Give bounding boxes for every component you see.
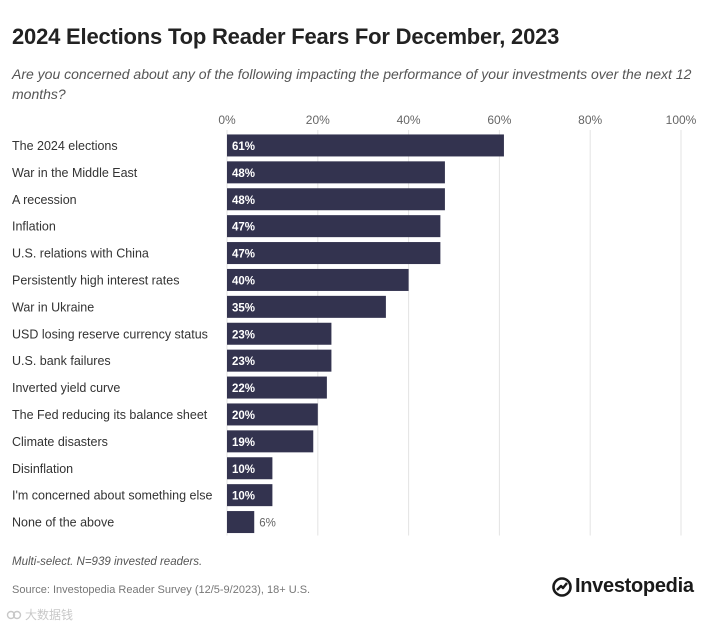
data-label: 61% (232, 141, 255, 153)
category-label: I'm concerned about something else (12, 489, 212, 503)
data-label: 40% (232, 275, 255, 287)
data-label: 48% (232, 195, 255, 207)
bar (227, 457, 273, 480)
x-tick-label: 20% (306, 113, 330, 127)
data-label: 10% (232, 464, 255, 476)
bar-chart: 0% 20% 40% 60% 80% 100% The 2024 elections 61% W… (12, 113, 697, 536)
category-label: U.S. relations with China (12, 247, 149, 261)
bar (227, 403, 318, 426)
category-label: The Fed reducing its balance sheet (12, 408, 208, 422)
data-label: 47% (232, 222, 255, 234)
chart-source: Source: Investopedia Reader Survey (12/5… (12, 584, 311, 596)
category-label: Disinflation (12, 462, 73, 476)
bar (227, 430, 314, 453)
data-label: 20% (232, 410, 255, 422)
data-label: 6% (259, 518, 276, 530)
investopedia-logo: Investopedia (552, 575, 694, 598)
bar (227, 134, 504, 157)
data-label: 23% (232, 329, 255, 341)
bar (227, 215, 441, 238)
category-label: War in the Middle East (12, 166, 138, 180)
x-tick-label: 60% (487, 113, 511, 127)
chart-subtitle: Are you concerned about any of the follo… (12, 66, 692, 102)
watermark: 大数据钱 (6, 606, 73, 623)
category-label: USD losing reserve currency status (12, 327, 208, 341)
data-label: 10% (232, 491, 255, 503)
category-label: None of the above (12, 516, 114, 530)
brand-name: Investopedia (575, 575, 694, 597)
chart-title: 2024 Elections Top Reader Fears For Dece… (12, 24, 560, 49)
bar (227, 268, 409, 291)
investopedia-logo-icon (552, 576, 572, 597)
data-label: 23% (232, 356, 255, 368)
category-label: War in Ukraine (12, 300, 94, 314)
data-label: 48% (232, 168, 255, 180)
data-label: 22% (232, 383, 255, 395)
bar (227, 242, 441, 265)
x-tick-label: 100% (666, 113, 697, 127)
bar (227, 161, 445, 184)
x-tick-label: 80% (578, 113, 602, 127)
bar (227, 322, 332, 345)
category-label: Climate disasters (12, 435, 108, 449)
x-tick-label: 0% (218, 113, 236, 127)
category-label: U.S. bank failures (12, 354, 111, 368)
bar (227, 349, 332, 372)
bar (227, 188, 445, 211)
bar (227, 484, 273, 507)
bar (227, 511, 255, 534)
data-label: 19% (232, 437, 255, 449)
category-label: The 2024 elections (12, 139, 118, 153)
bar (227, 295, 386, 318)
watermark-icon (6, 610, 22, 619)
category-label: Persistently high interest rates (12, 273, 179, 287)
watermark-text: 大数据钱 (25, 608, 74, 622)
data-label: 47% (232, 249, 255, 261)
bar (227, 376, 327, 399)
category-label: A recession (12, 193, 77, 207)
category-label: Inverted yield curve (12, 381, 120, 395)
data-label: 35% (232, 302, 255, 314)
chart-note: Multi-select. N=939 invested readers. (12, 556, 203, 568)
x-tick-label: 40% (397, 113, 421, 127)
category-label: Inflation (12, 220, 56, 234)
